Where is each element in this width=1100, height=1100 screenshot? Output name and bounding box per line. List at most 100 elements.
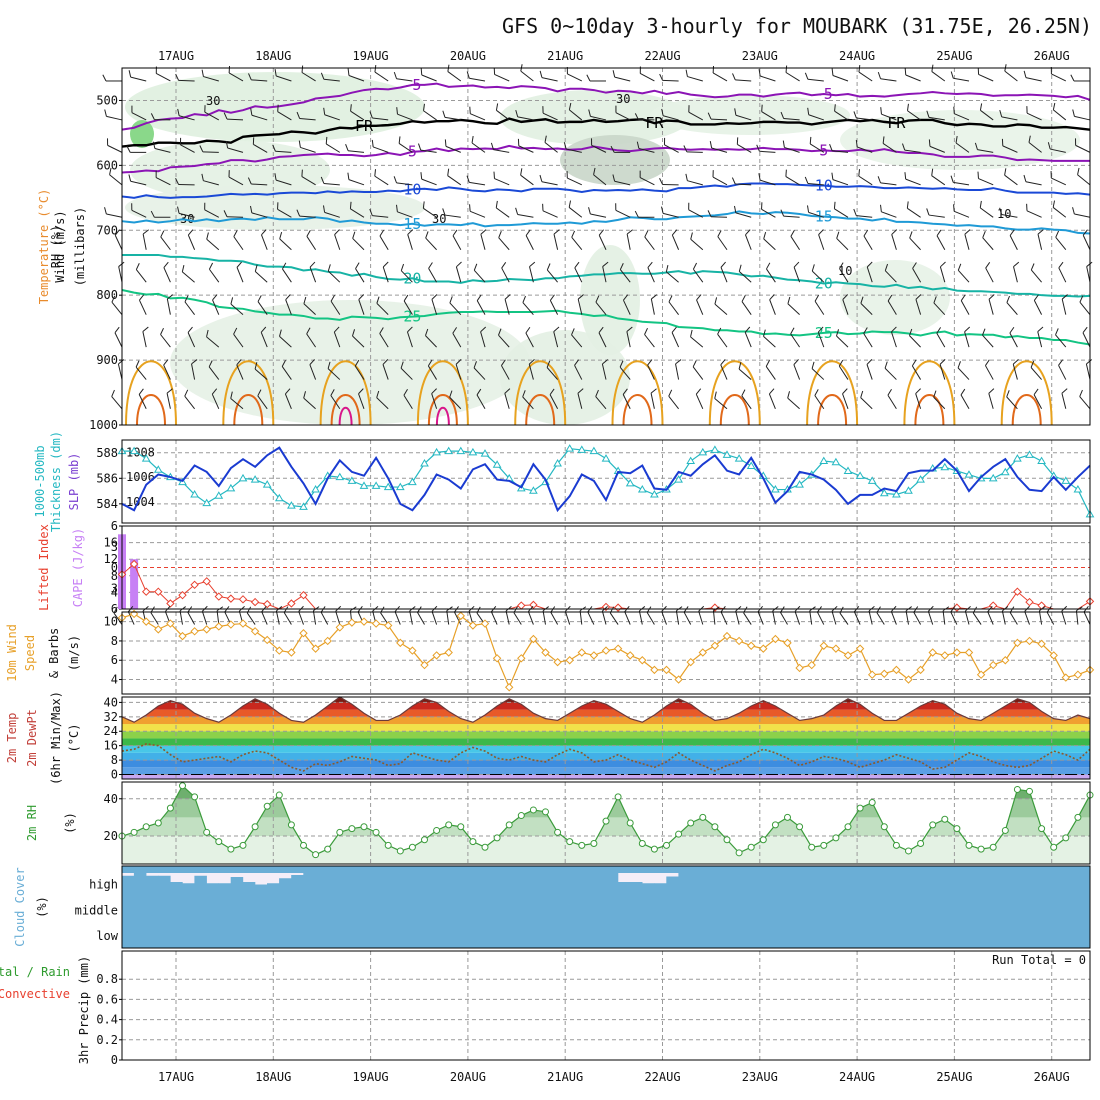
li-marker bbox=[154, 587, 163, 596]
wind-barb bbox=[714, 398, 728, 410]
wind-barb bbox=[880, 78, 897, 82]
wind-speed-marker bbox=[976, 670, 986, 679]
wind-barb-flag bbox=[349, 201, 352, 209]
wind-barb bbox=[712, 176, 728, 186]
surface-wind-barb-flag bbox=[602, 605, 608, 612]
wind-barb bbox=[807, 78, 824, 82]
wind-barb-flag bbox=[595, 295, 600, 303]
cloud-cell bbox=[642, 883, 655, 897]
temp-band bbox=[122, 702, 1090, 710]
wind-barb-flag bbox=[1033, 388, 1039, 395]
wind-barb bbox=[696, 299, 704, 315]
wind-speed-marker bbox=[432, 651, 441, 660]
wind-barb bbox=[887, 394, 897, 410]
surface-wind-barb-flag bbox=[468, 605, 475, 612]
wind-barb-flag bbox=[982, 230, 986, 238]
cloud-cell bbox=[254, 884, 268, 897]
wind-barb bbox=[1055, 236, 1067, 251]
wind-barb-flag bbox=[804, 176, 809, 184]
top-date-label: 25AUG bbox=[936, 49, 972, 63]
slp-marker bbox=[577, 445, 587, 453]
wind-barb-flag bbox=[104, 207, 107, 215]
slp-marker bbox=[637, 485, 647, 493]
surface-wind-barb bbox=[987, 611, 994, 625]
slp-marker bbox=[287, 501, 296, 509]
wind-barb-flag bbox=[1052, 102, 1056, 110]
wind-barb bbox=[155, 177, 171, 186]
surface-wind-barb-flag bbox=[491, 605, 497, 613]
wind-barb bbox=[887, 300, 897, 315]
wind-barb-flag bbox=[247, 177, 252, 185]
wind-barb bbox=[473, 367, 486, 380]
wind-barb-flag bbox=[690, 329, 693, 337]
wind-barb-flag bbox=[309, 359, 315, 365]
wind-barb bbox=[1074, 115, 1091, 121]
surface-wind-barb bbox=[275, 610, 280, 625]
wind-barb bbox=[309, 364, 317, 380]
wind-barb bbox=[1055, 334, 1067, 348]
wind-barb-flag bbox=[167, 294, 174, 300]
rh-marker bbox=[433, 826, 441, 834]
wind-speed-marker bbox=[347, 618, 357, 627]
wind-barb-flag bbox=[940, 261, 946, 268]
wind-barb bbox=[260, 234, 268, 250]
wind-barb-flag bbox=[928, 139, 931, 147]
surface-wind-barb bbox=[1075, 610, 1079, 625]
wind-barb-flag bbox=[671, 229, 678, 236]
wind-barb bbox=[325, 143, 341, 153]
wind-barb-flag bbox=[882, 136, 885, 144]
wind-barb-flag bbox=[644, 230, 649, 238]
wind-barb-flag bbox=[675, 359, 682, 365]
panel-axis-label: 10m Wind bbox=[5, 624, 19, 682]
wind-barb-flag bbox=[282, 262, 287, 270]
surface-wind-barb bbox=[127, 611, 135, 625]
wind-barb bbox=[785, 176, 800, 186]
wind-barb bbox=[814, 395, 825, 410]
cloud-cell bbox=[581, 924, 595, 948]
wind-barb bbox=[790, 333, 801, 348]
wind-barb bbox=[323, 78, 340, 82]
slp-marker bbox=[879, 488, 889, 497]
wind-barb bbox=[154, 148, 171, 153]
slp-marker bbox=[480, 449, 490, 457]
cloud-cell bbox=[823, 897, 837, 924]
bottom-date-label: 23AUG bbox=[742, 1070, 778, 1084]
wind-barb bbox=[957, 367, 970, 380]
cloud-cell bbox=[569, 897, 582, 924]
wind-barb-flag bbox=[427, 359, 433, 367]
wind-barb bbox=[884, 270, 897, 283]
wind-barb bbox=[327, 368, 341, 380]
wind-barb bbox=[275, 179, 292, 186]
slp-marker bbox=[274, 493, 284, 502]
wind-barb-flag bbox=[974, 142, 978, 150]
cloud-cell bbox=[484, 897, 498, 924]
wind-barb-flag bbox=[306, 327, 311, 335]
wind-barb bbox=[590, 213, 607, 218]
wind-barb-flag bbox=[588, 207, 591, 215]
surface-wind-barb-flag bbox=[276, 606, 283, 612]
bottom-date-label: 20AUG bbox=[450, 1070, 486, 1084]
cloud-cell bbox=[859, 872, 873, 897]
cloud-cell bbox=[267, 924, 280, 948]
rh-marker bbox=[554, 828, 562, 836]
wind-speed-marker bbox=[202, 625, 211, 634]
wind-barb bbox=[303, 397, 316, 410]
surface-wind-barb bbox=[601, 610, 607, 625]
rh-marker bbox=[239, 841, 247, 849]
wind-barb-flag bbox=[763, 231, 767, 239]
surface-wind-barb-flag bbox=[224, 606, 230, 613]
wind-speed-marker bbox=[843, 651, 853, 660]
y-tick-label: 32 bbox=[104, 710, 118, 724]
cloud-cell bbox=[775, 897, 788, 924]
wind-speed-marker bbox=[541, 648, 550, 657]
rh-marker bbox=[699, 813, 707, 821]
wind-barb bbox=[666, 271, 679, 283]
wind-barb bbox=[808, 114, 824, 121]
isotherm-label: 15 bbox=[815, 208, 833, 226]
wind-barb-flag bbox=[636, 141, 640, 149]
wind-barb-flag bbox=[425, 231, 429, 239]
wind-barb-flag bbox=[327, 361, 331, 369]
slp-marker bbox=[625, 478, 635, 487]
